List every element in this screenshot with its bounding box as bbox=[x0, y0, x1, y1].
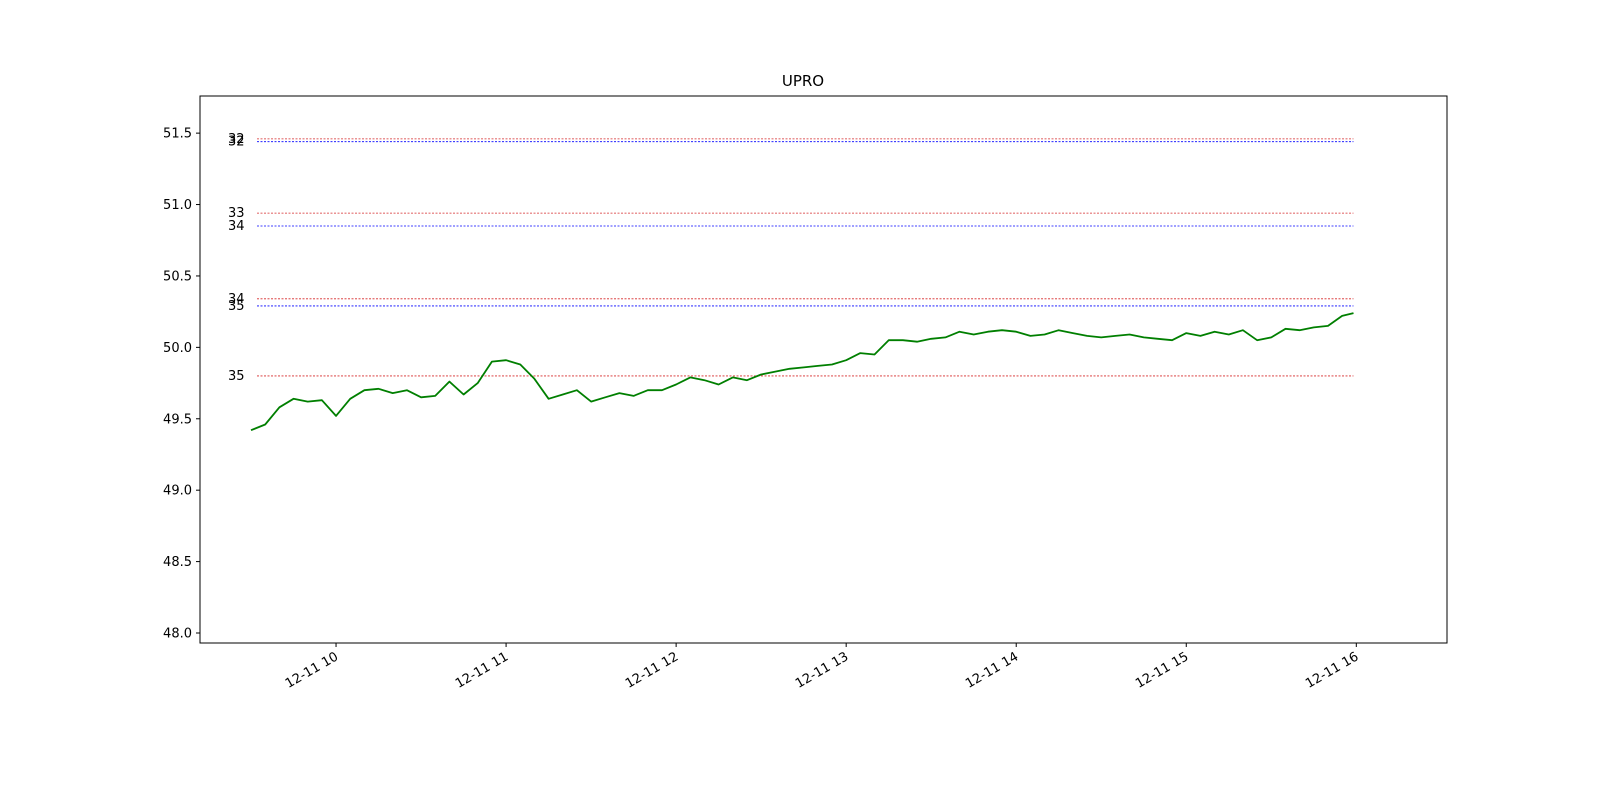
x-tick-label: 12-11 11 bbox=[453, 649, 511, 691]
level-label: 32 bbox=[228, 132, 245, 147]
level-label: 35 bbox=[228, 369, 245, 384]
x-axis: 12-11 10 12-11 11 12-11 12 12-11 13 12-11 14… bbox=[283, 643, 1361, 692]
plot-frame bbox=[199, 95, 1448, 644]
y-tick-label: 50.5 bbox=[163, 269, 192, 284]
x-tick-label: 12-11 13 bbox=[793, 649, 851, 691]
x-tick-label: 12-11 10 bbox=[283, 649, 341, 691]
y-tick-label: 49.5 bbox=[163, 412, 192, 427]
level-label: 32 bbox=[228, 135, 245, 150]
level-label: 34 bbox=[228, 219, 245, 234]
y-tick-label: 48.5 bbox=[163, 555, 192, 570]
series-line bbox=[250, 312, 1354, 432]
y-tick-label: 51.0 bbox=[163, 198, 192, 213]
x-tick-label: 12-11 12 bbox=[623, 649, 681, 691]
x-tick-label: 12-11 16 bbox=[1303, 649, 1361, 691]
chart-title: UPRO bbox=[782, 72, 824, 90]
level-label: 34 bbox=[228, 292, 245, 307]
x-tick-label: 12-11 14 bbox=[963, 649, 1021, 691]
level-label: 33 bbox=[228, 206, 245, 221]
y-tick-label: 49.0 bbox=[163, 484, 192, 499]
series-layer bbox=[250, 312, 1354, 432]
y-tick-label: 48.0 bbox=[163, 627, 192, 642]
y-tick-label: 51.5 bbox=[163, 127, 192, 142]
y-axis: 48.0 48.5 49.0 49.5 50.0 50.5 51.0 51.5 bbox=[163, 127, 200, 642]
x-tick-label: 12-11 15 bbox=[1133, 649, 1191, 691]
level-label: 35 bbox=[228, 299, 245, 314]
y-tick-label: 50.0 bbox=[163, 341, 192, 356]
